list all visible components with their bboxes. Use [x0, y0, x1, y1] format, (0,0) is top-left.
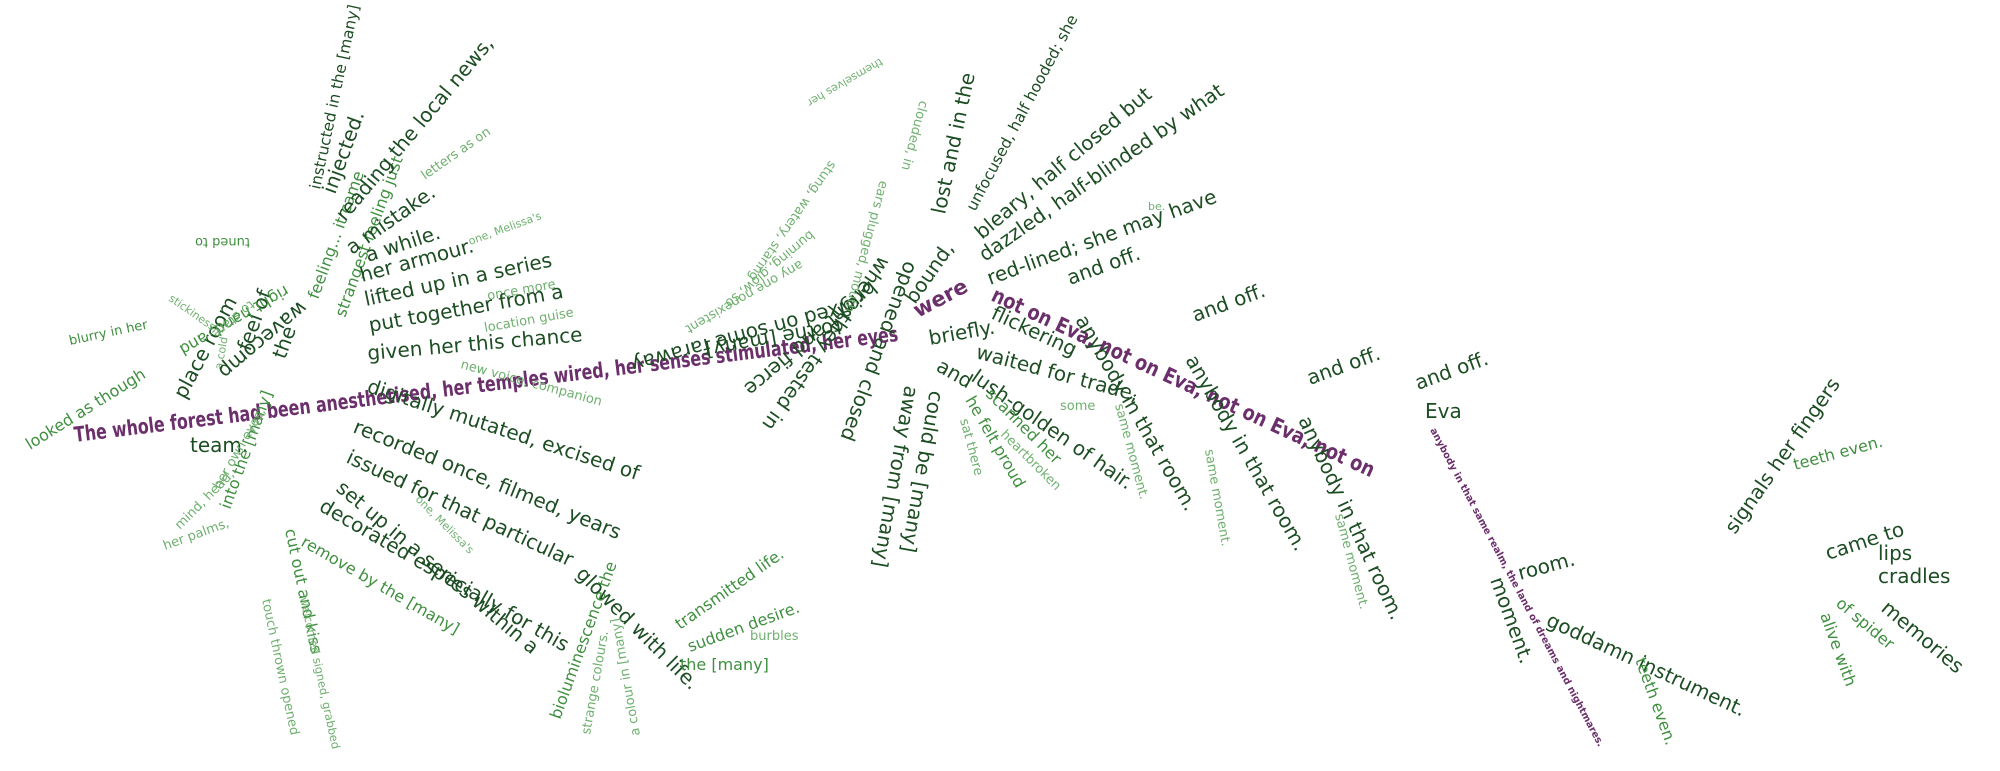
main-eva: Eva — [1425, 399, 1462, 423]
branch-room: room. — [1515, 547, 1577, 585]
branch-burbles: burbles — [750, 629, 799, 644]
branch-the-many: the [many] — [680, 655, 769, 674]
branch-letters: letters as on — [419, 124, 494, 183]
main-anybody: anybody in that same realm, the land of … — [1427, 426, 1605, 748]
branch-tuned-to: tuned to — [195, 234, 250, 249]
branch-themselves: themselves her — [804, 55, 885, 109]
right-branches: anybody in that room. same moment. and o… — [1071, 278, 1969, 748]
branch-cradles: cradles — [1878, 564, 1950, 588]
branch-some: some — [1060, 399, 1095, 414]
branch-blurry: blurry in her — [68, 317, 150, 348]
branch-and-off-3: and off. — [1304, 341, 1384, 390]
branch-and: and — [933, 354, 978, 394]
branch-team: team. — [190, 433, 248, 457]
branch-lips: lips — [1878, 541, 1912, 565]
branch-and-off-2: and off. — [1189, 278, 1269, 327]
branch-same-moment-2: same moment. — [1201, 448, 1233, 547]
branch-a-cold: a cold — [212, 336, 231, 371]
branch-clouded: clouded, in — [898, 99, 931, 172]
branch-be: be. — [1148, 200, 1165, 213]
branch-anybody-2: anybody in that room. — [1181, 351, 1313, 555]
branch-touch: touch thrown opened — [258, 598, 302, 737]
branch-and-off-4: and off. — [1412, 346, 1492, 395]
branch-anybody-3: anybody in that room. — [1293, 412, 1409, 624]
branch-one-melissas: one, Melissa's — [467, 209, 544, 248]
